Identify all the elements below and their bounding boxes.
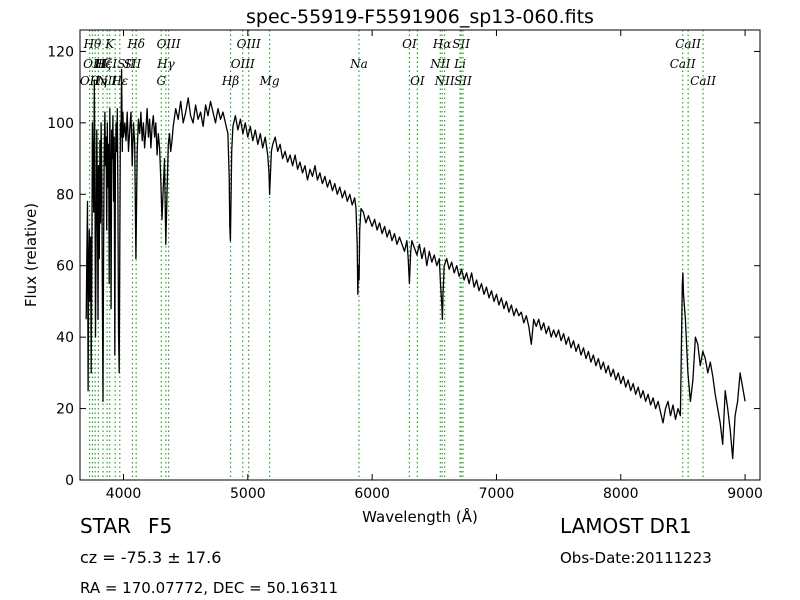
- y-tick-label: 100: [47, 116, 74, 132]
- line-marker-label: SII: [454, 74, 472, 88]
- line-marker-label: Li: [453, 57, 466, 71]
- y-tick-label: 60: [56, 259, 74, 275]
- line-marker-label: CaII: [670, 57, 696, 71]
- line-marker-label: SII: [124, 57, 142, 71]
- line-marker-label: Hγ: [156, 57, 175, 71]
- redshift-text: cz = -75.3 ± 17.6: [80, 548, 222, 567]
- line-marker-label: Hβ: [221, 74, 239, 88]
- y-tick-label: 20: [56, 402, 74, 418]
- line-marker-label: CaII: [675, 37, 701, 51]
- spectrum-line: [85, 68, 746, 460]
- line-marker-label: OIII: [83, 57, 107, 71]
- line-marker-label: SII: [452, 37, 470, 51]
- emission-line-markers: OIIHθOIIIHηHζNIIKHεISIIHεSIIHδGHγOIIIHβO…: [80, 30, 716, 480]
- line-marker-label: OI: [402, 37, 417, 51]
- line-marker-label: G: [157, 74, 167, 88]
- line-marker-label: Hδ: [126, 37, 145, 51]
- line-marker-label: NII: [434, 74, 455, 88]
- line-marker-label: Na: [349, 57, 368, 71]
- x-tick-label: 7000: [479, 486, 515, 502]
- line-marker-label: OIII: [157, 37, 181, 51]
- line-marker-label: Hζ: [94, 57, 113, 71]
- y-axis-label: Flux (relative): [22, 203, 40, 307]
- x-tick-label: 5000: [230, 486, 266, 502]
- object-class: STAR: [80, 514, 131, 538]
- y-tick-label: 0: [65, 473, 74, 489]
- line-marker-label: HεISII: [95, 57, 136, 71]
- line-marker-label: NII: [96, 74, 117, 88]
- line-marker-label: OIII: [231, 57, 255, 71]
- line-marker-label: Hε: [110, 74, 128, 88]
- line-marker-label: K: [104, 37, 115, 51]
- y-tick-label: 120: [47, 44, 74, 60]
- line-marker-label: OI: [410, 74, 425, 88]
- axis-ticks: 4000 5000 6000 7000 8000 9000 0 20 40 60 80 100 120: [47, 30, 763, 502]
- x-tick-label: 6000: [354, 486, 390, 502]
- object-subclass: F5: [148, 514, 173, 538]
- x-tick-label: 9000: [727, 486, 763, 502]
- line-marker-label: Hθ: [83, 37, 102, 51]
- y-tick-label: 80: [56, 187, 74, 203]
- coordinates-text: RA = 170.07772, DEC = 50.16311: [80, 579, 339, 597]
- x-tick-label: 8000: [603, 486, 639, 502]
- line-marker-label: CaII: [690, 74, 716, 88]
- y-tick-label: 40: [56, 330, 74, 346]
- x-tick-label: 4000: [106, 486, 142, 502]
- survey-name: LAMOST DR1: [560, 514, 692, 538]
- observation-date: Obs-Date:20111223: [560, 549, 712, 567]
- line-marker-label: Mg: [259, 74, 280, 88]
- spectrum-series: [85, 68, 746, 460]
- line-marker-label: Hα: [432, 37, 452, 51]
- x-axis-label: Wavelength (Å): [362, 507, 478, 526]
- chart-title: spec-55919-F5591906_sp13-060.fits: [246, 6, 594, 28]
- line-marker-label: NII: [429, 57, 450, 71]
- line-marker-label: OIII: [237, 37, 261, 51]
- plot-frame: [79, 29, 761, 481]
